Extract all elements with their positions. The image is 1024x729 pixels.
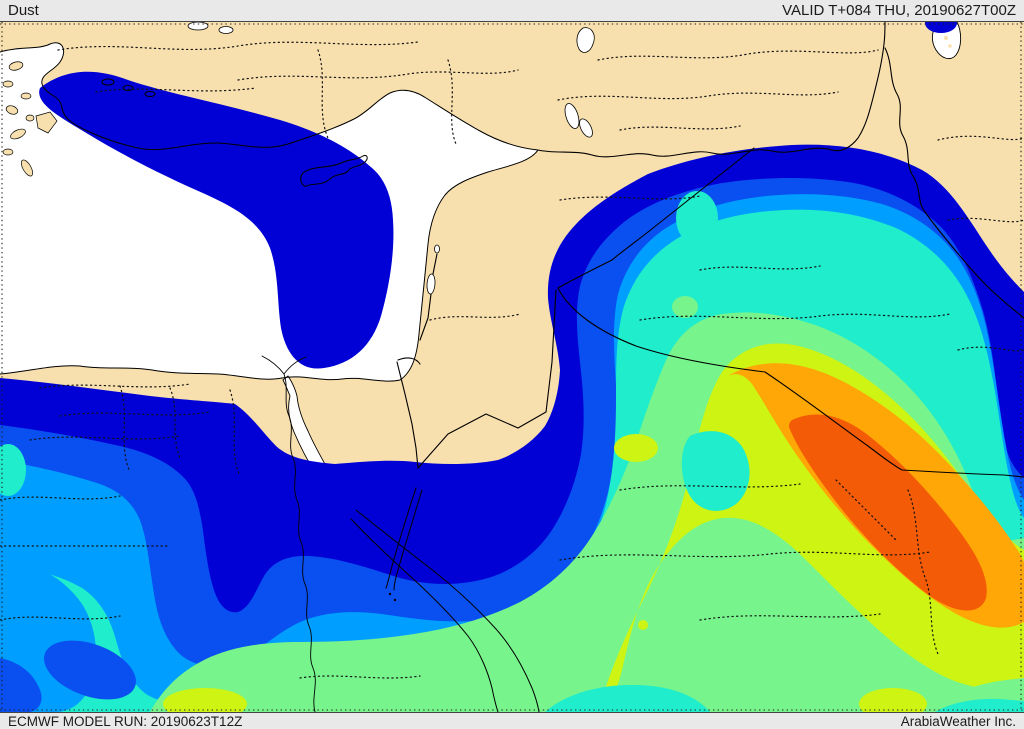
red-sea-arabian-coast [355,509,540,712]
aegean-islands [2,61,58,177]
map-canvas [0,22,1024,712]
brand-label: ArabiaWeather Inc. [900,713,1016,729]
header-bar: Dust VALID T+084 THU, 20190627T00Z [0,0,1024,22]
tiran-islet [388,592,392,596]
sea-of-galilee [434,244,440,254]
rivers [261,355,316,712]
syria-iraq-border [611,147,755,261]
valid-time-label: VALID T+084 THU, 20190627T00Z [782,2,1016,19]
coastal-island-outline-3 [144,91,156,97]
mediterranean-coastline [0,42,539,382]
coastlines [0,42,540,712]
dust-map-svg [0,22,1024,712]
urmia-islet [944,36,948,40]
red-sea-african-coast [350,518,499,712]
urmia-islet-2 [948,44,952,48]
coastal-island-outline-2 [122,85,134,91]
model-run-label: ECMWF MODEL RUN: 20190623T12Z [8,713,243,729]
page-title: Dust [8,2,39,19]
footer-bar: ECMWF MODEL RUN: 20190623T12Z ArabiaWeat… [0,712,1024,729]
israel-jordan-border [397,253,438,365]
country-borders [396,22,1024,478]
cyprus-coastline [300,155,368,187]
tiran-islet-2 [393,598,397,602]
iran-iraq-border [884,47,1024,319]
lake-west-anatolia-2 [579,118,593,138]
rhodes-island [35,111,58,134]
gulf-of-aqaba-east-shore [393,489,423,591]
egypt-israel-border [396,361,419,469]
jordan-saudi-border [417,289,557,469]
karpathos-island [20,159,34,177]
turkey-south-border [537,22,886,158]
admin-borders-dotted [0,41,1024,679]
dust-level1-urmia-blob [925,22,957,33]
lake-iznik [218,26,234,34]
lake-tuz [576,27,595,53]
lake-west-anatolia [564,103,580,129]
coastal-island-outline [101,78,115,86]
gulf-of-aqaba-west-shore [385,487,417,589]
nile-delta-branches [261,355,307,375]
iraq-saudi-border [557,259,1024,478]
dust-level8-core [789,414,987,611]
lake-marmara [187,22,209,31]
dead-sea [426,273,436,295]
dust-contours [0,22,1024,712]
graticule-frame [0,22,1024,712]
nile-river [283,373,316,712]
dust-pockets [0,191,1024,712]
